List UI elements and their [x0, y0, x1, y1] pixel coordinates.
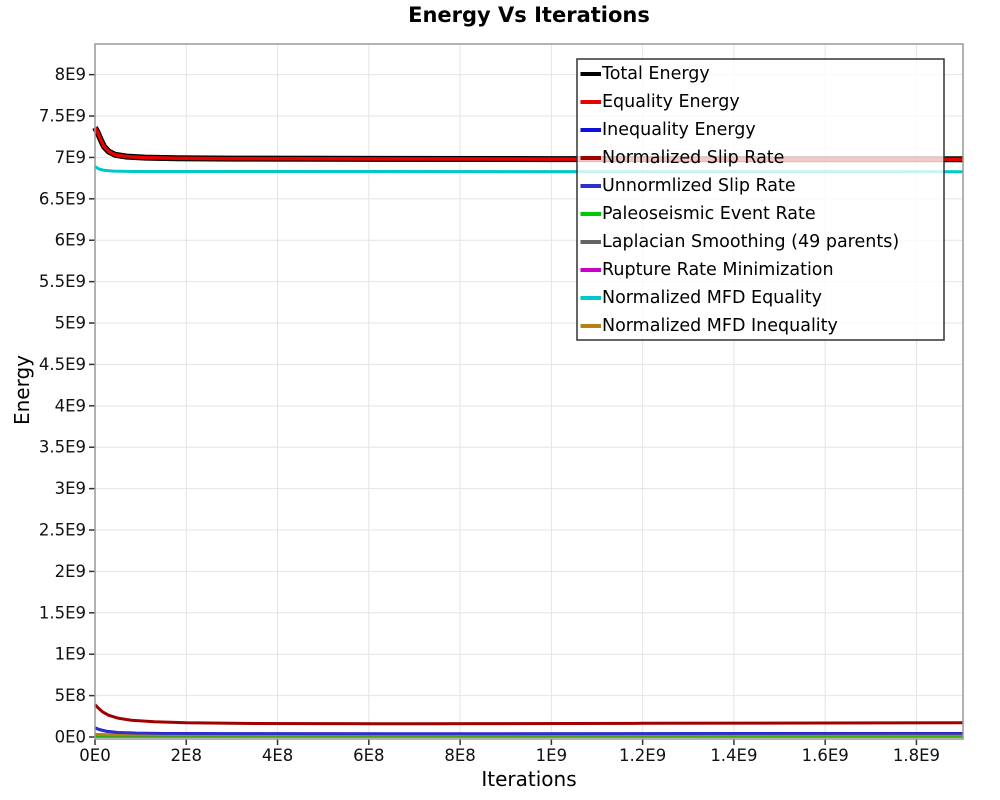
legend-label-paleoseismic-event-rate: Paleoseismic Event Rate	[602, 204, 816, 224]
y-tick-label: 8E9	[55, 65, 86, 84]
legend-label-normalized-slip-rate: Normalized Slip Rate	[602, 148, 784, 168]
x-tick-label: 4E8	[262, 746, 293, 765]
y-tick-label: 1E9	[55, 645, 86, 664]
y-tick-label: 2.5E9	[39, 521, 86, 540]
legend-label-unnormlized-slip-rate: Unnormlized Slip Rate	[602, 176, 796, 196]
chart-title: Energy Vs Iterations	[408, 3, 650, 27]
x-tick-label: 1.8E9	[893, 746, 940, 765]
x-axis-title: Iterations	[481, 767, 577, 791]
series-line-normalized-slip-rate	[93, 703, 964, 726]
x-tick-label: 1E9	[536, 746, 567, 765]
y-tick-label: 4E9	[55, 396, 86, 415]
series-line-equality-energy	[93, 126, 964, 162]
y-tick-label: 3E9	[55, 479, 86, 498]
legend-label-rupture-rate-minimization: Rupture Rate Minimization	[602, 260, 834, 280]
legend-box	[576, 58, 945, 341]
y-tick-label: 1.5E9	[39, 603, 86, 622]
y-tick-label: 6.5E9	[39, 189, 86, 208]
x-tick-label: 1.6E9	[802, 746, 849, 765]
series-line-normalized-mfd-equality	[94, 165, 964, 174]
x-tick-label: 8E8	[444, 746, 475, 765]
y-tick-label: 0E0	[55, 728, 86, 747]
legend-label-total-energy: Total Energy	[601, 64, 710, 84]
y-tick-label: 5E9	[55, 314, 86, 333]
legend-label-laplacian-smoothing-49-parents: Laplacian Smoothing (49 parents)	[602, 232, 899, 252]
legend-label-inequality-energy: Inequality Energy	[602, 120, 756, 140]
x-tick-label: 2E8	[171, 746, 202, 765]
y-axis-title: Energy	[10, 354, 34, 426]
x-tick-label: 1.4E9	[710, 746, 757, 765]
y-tick-label: 5.5E9	[39, 272, 86, 291]
legend-label-normalized-mfd-inequality: Normalized MFD Inequality	[602, 316, 838, 336]
y-tick-label: 2E9	[55, 562, 86, 581]
plot-border	[94, 43, 964, 740]
y-tick-label: 5E8	[55, 686, 86, 705]
x-tick-label: 1.2E9	[619, 746, 666, 765]
y-tick-label: 7.5E9	[39, 107, 86, 126]
y-tick-label: 7E9	[55, 148, 86, 167]
y-tick-label: 4.5E9	[39, 355, 86, 374]
x-tick-label: 6E8	[353, 746, 384, 765]
series-line-unnormlized-slip-rate	[94, 727, 964, 736]
x-tick-label: 0E0	[79, 746, 110, 765]
y-tick-label: 3.5E9	[39, 438, 86, 457]
y-tick-label: 6E9	[55, 231, 86, 250]
legend-label-normalized-mfd-equality: Normalized MFD Equality	[602, 288, 822, 308]
legend-label-equality-energy: Equality Energy	[602, 92, 740, 112]
